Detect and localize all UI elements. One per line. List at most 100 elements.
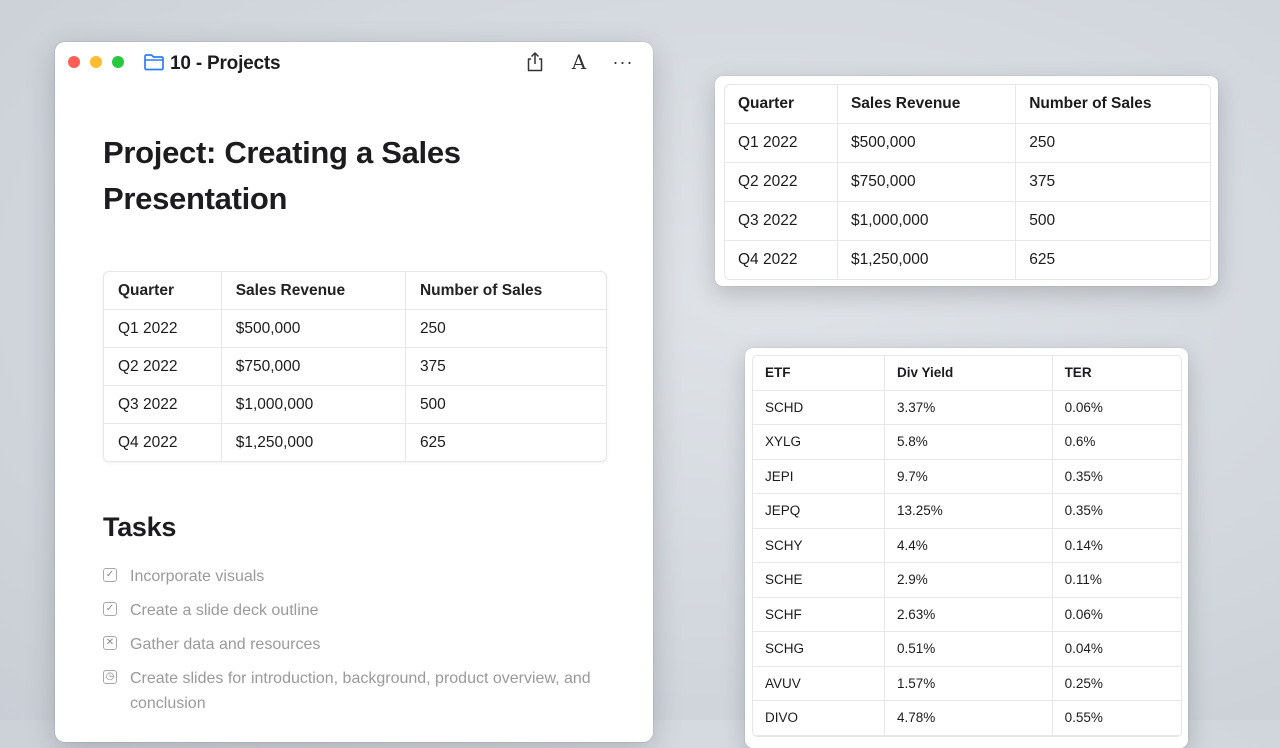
minimize-window-button[interactable] [90,56,102,68]
table-header-row: Quarter Sales Revenue Number of Sales [725,85,1210,124]
table-cell: 4.78% [884,701,1053,736]
table-row: Q1 2022 $500,000 250 [104,310,606,348]
table-cell: JEPQ [753,494,885,529]
table-cell: SCHE [753,563,885,598]
table-cell: $1,250,000 [838,241,1017,279]
sales-table: Quarter Sales Revenue Number of Sales Q1… [103,271,607,462]
checkbox-checked-icon[interactable]: ✓ [103,568,117,582]
table-cell: AVUV [753,666,885,701]
table-cell: 13.25% [884,494,1053,529]
table-row: Q2 2022 $750,000 375 [725,163,1210,202]
etf-table-card: ETF Div Yield TER SCHD 3.37% 0.06% XYLG … [745,348,1188,748]
table-row: SCHE 2.9% 0.11% [753,563,1181,598]
table-header-cell: ETF [753,356,885,391]
table-cell[interactable]: $750,000 [221,348,406,386]
table-cell: SCHF [753,597,885,632]
checkbox-cancelled-icon[interactable]: ✕ [103,636,117,650]
table-cell: SCHY [753,528,885,563]
table-cell[interactable]: $1,000,000 [221,386,406,424]
table-cell: 0.11% [1052,563,1181,598]
table-cell: 500 [1016,202,1210,241]
table-row: Q4 2022 $1,250,000 625 [104,424,606,461]
table-cell: Q2 2022 [725,163,838,202]
table-cell: 250 [1016,124,1210,163]
folder-title[interactable]: 10 - Projects [170,53,281,74]
table-row: DIVO 4.78% 0.55% [753,701,1181,736]
table-cell[interactable]: 250 [405,310,606,348]
table-header-cell: Number of Sales [1016,85,1210,124]
table-header-cell[interactable]: Sales Revenue [221,272,406,310]
table-cell: 0.6% [1052,425,1181,460]
table-header-row: Quarter Sales Revenue Number of Sales [104,272,606,310]
table-cell: 0.35% [1052,460,1181,494]
table-cell: 1.57% [884,666,1053,701]
table-row: SCHF 2.63% 0.06% [753,597,1181,632]
etf-table: ETF Div Yield TER SCHD 3.37% 0.06% XYLG … [752,355,1182,737]
more-icon[interactable]: ··· [612,51,634,72]
close-window-button[interactable] [68,56,80,68]
table-cell[interactable]: 625 [419,433,446,451]
sales-table-preview: Quarter Sales Revenue Number of Sales Q1… [724,84,1211,280]
table-cell: 0.06% [1052,598,1181,632]
table-cell: 2.9% [884,563,1053,598]
sales-table-card: Quarter Sales Revenue Number of Sales Q1… [715,76,1218,286]
table-row: SCHG 0.51% 0.04% [753,632,1181,667]
table-cell: 0.25% [1052,667,1181,701]
table-row: Q2 2022 $750,000 375 [104,348,606,386]
table-row: Q1 2022 $500,000 250 [725,124,1210,163]
page-title[interactable]: Project: Creating a Sales Presentation [103,135,461,216]
table-row: AVUV 1.57% 0.25% [753,666,1181,701]
table-cell: Q3 2022 [725,202,838,241]
font-icon[interactable]: A [571,50,587,74]
table-cell: 0.51% [884,632,1053,667]
table-row: JEPQ 13.25% 0.35% [753,494,1181,529]
task-label[interactable]: Create a slide deck outline [130,602,319,619]
table-cell: SCHD [753,390,885,425]
table-cell: $1,000,000 [837,202,1017,241]
table-cell: 0.06% [1052,391,1181,425]
table-cell: 0.35% [1052,494,1181,529]
table-row: SCHD 3.37% 0.06% [753,390,1181,425]
table-cell: 2.63% [884,597,1053,632]
table-header-cell[interactable]: Number of Sales [405,272,606,310]
folder-icon [144,54,164,71]
table-cell[interactable]: $500,000 [221,310,406,348]
table-cell: JEPI [753,459,885,494]
task-label[interactable]: Incorporate visuals [130,568,265,585]
table-header-row: ETF Div Yield TER [753,356,1181,391]
table-row: JEPI 9.7% 0.35% [753,459,1181,494]
table-cell[interactable]: Q1 2022 [104,310,222,348]
table-cell: 9.7% [884,459,1053,494]
table-cell[interactable]: Q3 2022 [104,386,222,424]
table-header-cell: Sales Revenue [837,85,1017,124]
note-window: 10 - Projects A ··· Project: Creating a … [55,42,653,742]
table-cell: XYLG [753,425,885,460]
table-cell: 0.04% [1052,632,1181,667]
zoom-window-button[interactable] [112,56,124,68]
table-cell: SCHG [753,632,885,667]
table-cell[interactable]: 500 [405,386,606,424]
table-header-cell: TER [1052,356,1181,391]
table-row: SCHY 4.4% 0.14% [753,528,1181,563]
table-header-cell: Quarter [725,85,838,124]
task-label[interactable]: Gather data and resources [130,636,321,653]
table-cell[interactable]: Q4 2022 [104,424,222,461]
table-cell[interactable]: 375 [405,348,606,386]
table-cell: 625 [1029,251,1056,268]
share-icon[interactable] [524,51,546,73]
table-cell: 0.14% [1052,529,1181,563]
table-cell[interactable]: Q2 2022 [104,348,222,386]
table-cell: DIVO [753,701,885,736]
tasks-heading[interactable]: Tasks [103,512,177,542]
table-row: Q3 2022 $1,000,000 500 [725,202,1210,241]
title-bar: 10 - Projects A ··· [55,42,653,84]
table-cell[interactable]: $1,250,000 [222,424,406,461]
checkbox-checked-icon[interactable]: ✓ [103,602,117,616]
table-row: XYLG 5.8% 0.6% [753,425,1181,460]
table-header-cell[interactable]: Quarter [104,272,222,310]
table-cell: 0.55% [1052,701,1181,736]
table-cell: Q1 2022 [725,124,838,163]
task-label[interactable]: Create slides for introduction, backgrou… [130,670,591,712]
checkbox-scheduled-icon[interactable]: ◷ [103,670,117,684]
table-cell: 4.4% [884,528,1053,563]
